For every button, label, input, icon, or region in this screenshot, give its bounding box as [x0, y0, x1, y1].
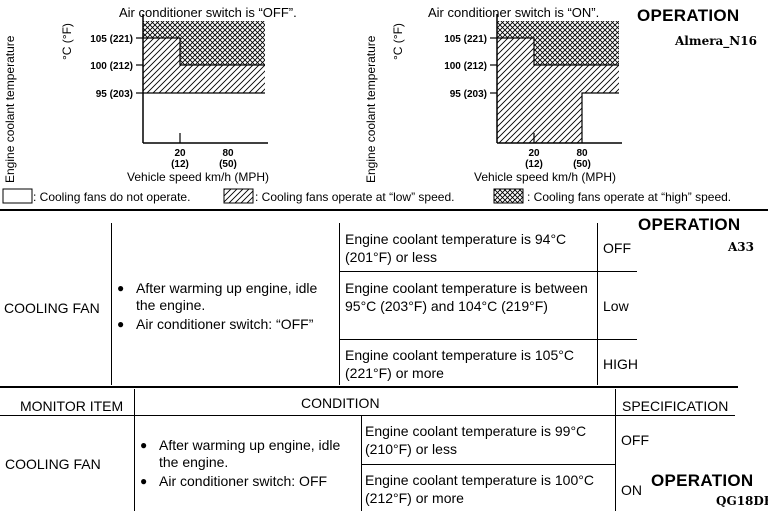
legend-swatch-high [493, 188, 524, 204]
model-label: Almera_N16 [675, 34, 757, 48]
chart-ac-off: Engine coolant temperature °C (°F) Air c… [3, 5, 297, 184]
temp-condition: Engine coolant temperature is 105°C (221… [345, 347, 574, 381]
x-tick-label: (12) [525, 159, 543, 170]
condition-list: After warming up engine, idle the engine… [114, 280, 339, 335]
spec-value: Low [603, 298, 629, 314]
chart-title: Air conditioner switch is “ON”. [428, 5, 599, 20]
legend-swatch-low [223, 188, 254, 204]
condition-item: After warming up engine, idle the engine… [137, 437, 361, 471]
temp-condition: Engine coolant temperature is 94°C (201°… [345, 231, 567, 265]
y-tick-label: 105 (221) [444, 34, 487, 45]
monitor-item: COOLING FAN [5, 456, 101, 472]
condition-item: Air conditioner switch: “OFF” [114, 316, 339, 333]
monitor-item: COOLING FAN [4, 300, 100, 316]
legend-low-label: : Cooling fans operate at “low” speed. [255, 190, 454, 204]
cooling-fan-diagram: Engine coolant temperature °C (°F) Air c… [2, 5, 731, 204]
spec-value: HIGH [603, 356, 638, 372]
section-heading: OPERATION [638, 215, 741, 234]
model-label: QG18DE [716, 494, 768, 508]
condition-item: After warming up engine, idle the engine… [114, 280, 339, 314]
section-divider [0, 209, 768, 211]
high-speed-region [143, 21, 265, 65]
spec-value: OFF [603, 240, 631, 256]
x-tick-label: 20 [528, 148, 540, 159]
x-axis-label: Vehicle speed km/h (MPH) [127, 170, 269, 184]
legend-none-label: : Cooling fans do not operate. [33, 190, 190, 204]
y-axis-label: Engine coolant temperature [3, 35, 17, 183]
spec-value: ON [621, 482, 642, 498]
x-axis-label: Vehicle speed km/h (MPH) [474, 170, 616, 184]
chart-title: Air conditioner switch is “OFF”. [119, 5, 297, 20]
x-tick-label: 80 [222, 148, 234, 159]
column-header-specification: SPECIFICATION [622, 398, 729, 414]
section-heading: OPERATION [651, 471, 754, 490]
model-label: A33 [728, 240, 755, 254]
temp-condition: Engine coolant temperature is 100°C (212… [365, 472, 594, 506]
temp-condition: Engine coolant temperature is between 95… [345, 280, 588, 314]
x-tick-label: (50) [219, 159, 237, 170]
section-heading: OPERATION [637, 6, 740, 25]
y-axis-label: Engine coolant temperature [364, 35, 378, 183]
x-tick-label: 20 [174, 148, 186, 159]
spec-value: OFF [621, 432, 649, 448]
y-tick-label: 105 (221) [90, 34, 133, 45]
column-header-condition: CONDITION [301, 395, 380, 411]
legend: : Cooling fans do not operate. : Cooling… [2, 188, 731, 204]
y-tick-label: 100 (212) [444, 61, 487, 72]
y-tick-label: 95 (203) [450, 89, 487, 100]
y-tick-label: 95 (203) [96, 89, 133, 100]
x-tick-label: (12) [171, 159, 189, 170]
y-tick-label: 100 (212) [90, 61, 133, 72]
y-axis-unit: °C (°F) [60, 23, 74, 60]
y-axis-unit: °C (°F) [391, 23, 405, 60]
high-speed-region [497, 21, 619, 65]
temp-condition: Engine coolant temperature is 99°C (210°… [365, 423, 587, 457]
x-tick-label: 80 [576, 148, 588, 159]
column-header-item: MONITOR ITEM [20, 398, 124, 414]
x-tick-label: (50) [573, 159, 591, 170]
legend-high-label: : Cooling fans operate at “high” speed. [527, 190, 731, 204]
condition-list: After warming up engine, idle the engine… [137, 437, 361, 492]
chart-ac-on: Engine coolant temperature °C (°F) Air c… [364, 5, 622, 184]
legend-swatch-none [2, 188, 33, 204]
condition-item: Air conditioner switch: OFF [137, 473, 361, 490]
